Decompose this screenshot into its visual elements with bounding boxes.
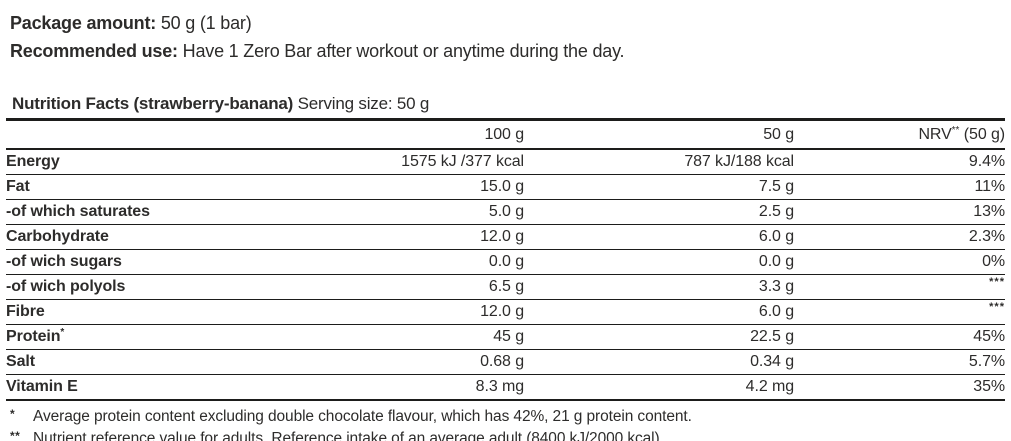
table-row: Fat 15.0 g 7.5 g 11% bbox=[6, 175, 1005, 200]
value-nrv: 13% bbox=[973, 203, 1005, 220]
nutrition-facts-title-bold: Nutrition Facts (strawberry-banana) bbox=[12, 94, 294, 113]
value-per-50g: 0.0 g bbox=[758, 253, 794, 270]
recommended-use-line: Recommended use: Have 1 Zero Bar after w… bbox=[10, 37, 1001, 65]
package-amount-line: Package amount: 50 g (1 bar) bbox=[10, 9, 1001, 37]
footnote-marker: ** bbox=[10, 428, 21, 441]
value-nrv: 2.3% bbox=[968, 228, 1005, 245]
value-per-100g: 5.0 g bbox=[488, 203, 524, 220]
footnote-marker: * bbox=[10, 407, 16, 421]
header-nrv: NRV** (50 g) bbox=[794, 119, 1005, 150]
value-nrv: 9.4% bbox=[968, 153, 1005, 170]
package-amount-label: Package amount: bbox=[10, 13, 157, 33]
footnote: ** Nutrient reference value for adults. R… bbox=[10, 428, 1001, 441]
header-nrv-footnote-marker: ** bbox=[951, 125, 960, 136]
value-per-100g: 12.0 g bbox=[480, 228, 524, 245]
table-row: -of wich polyols 6.5 g 3.3 g *** bbox=[6, 275, 1005, 300]
value-per-100g: 0.68 g bbox=[480, 353, 524, 370]
value-per-100g: 12.0 g bbox=[480, 303, 524, 320]
footnote-marker: * bbox=[60, 327, 65, 338]
table-row: Carbohydrate 12.0 g 6.0 g 2.3% bbox=[6, 225, 1005, 250]
footnotes-block: * Average protein content excluding doubl… bbox=[10, 406, 1001, 441]
value-nrv: *** bbox=[794, 275, 1005, 300]
recommended-use-value: Have 1 Zero Bar after workout or anytime… bbox=[177, 41, 625, 61]
value-per-100g: 1575 kJ /377 kcal bbox=[401, 153, 524, 170]
serving-size-text: Serving size: 50 g bbox=[293, 94, 430, 113]
header-nrv-rest: (50 g) bbox=[959, 126, 1005, 143]
value-per-100g: 8.3 mg bbox=[475, 378, 524, 395]
value-per-50g: 787 kJ/188 kcal bbox=[684, 153, 794, 170]
nutrient-label: Carbohydrate bbox=[6, 228, 109, 245]
nutrient-label: Vitamin E bbox=[6, 378, 78, 395]
table-row: -of wich sugars 0.0 g 0.0 g 0% bbox=[6, 250, 1005, 275]
value-per-50g: 2.5 g bbox=[758, 203, 794, 220]
nutrient-label: Salt bbox=[6, 353, 35, 370]
nutrient-label: -of wich polyols bbox=[6, 278, 126, 295]
nutrient-label: Energy bbox=[6, 153, 60, 170]
footnote-text: Average protein content excluding double… bbox=[33, 408, 692, 425]
recommended-use-label: Recommended use: bbox=[10, 41, 178, 61]
table-row: -of which saturates 5.0 g 2.5 g 13% bbox=[6, 200, 1005, 225]
no-nrv-stars: *** bbox=[989, 276, 1005, 288]
value-nrv: *** bbox=[794, 300, 1005, 325]
table-row: Vitamin E 8.3 mg 4.2 mg 35% bbox=[6, 375, 1005, 401]
nutrient-label: Fibre bbox=[6, 303, 45, 320]
table-header-row: 100 g 50 g NRV** (50 g) bbox=[6, 119, 1005, 150]
table-row: Fibre 12.0 g 6.0 g *** bbox=[6, 300, 1005, 325]
table-row: Salt 0.68 g 0.34 g 5.7% bbox=[6, 350, 1005, 375]
value-per-50g: 4.2 mg bbox=[745, 378, 794, 395]
nutrient-label: -of which saturates bbox=[6, 203, 150, 220]
value-nrv: 35% bbox=[973, 378, 1005, 395]
no-nrv-stars: *** bbox=[989, 301, 1005, 313]
package-info-block: Package amount: 50 g (1 bar) Recommended… bbox=[0, 0, 1011, 65]
footnote: * Average protein content excluding doubl… bbox=[10, 406, 1001, 428]
header-nrv-base: NRV bbox=[918, 126, 952, 143]
header-nutrient-column bbox=[6, 119, 256, 150]
value-nrv: 11% bbox=[974, 178, 1005, 195]
nutrient-label: Fat bbox=[6, 178, 30, 195]
value-nrv: 0% bbox=[982, 253, 1005, 270]
value-per-50g: 6.0 g bbox=[758, 228, 794, 245]
value-per-50g: 3.3 g bbox=[758, 278, 794, 295]
table-row: Energy 1575 kJ /377 kcal 787 kJ/188 kcal 9.… bbox=[6, 149, 1005, 175]
table-row: Protein* 45 g 22.5 g 45% bbox=[6, 325, 1005, 350]
value-nrv: 5.7% bbox=[968, 353, 1005, 370]
header-per-100g: 100 g bbox=[256, 119, 524, 150]
value-per-50g: 7.5 g bbox=[758, 178, 794, 195]
header-per-50g: 50 g bbox=[524, 119, 794, 150]
nutrition-facts-table: 100 g 50 g NRV** (50 g) Energy 1575 kJ /3… bbox=[6, 118, 1005, 401]
value-per-50g: 0.34 g bbox=[750, 353, 794, 370]
value-per-50g: 6.0 g bbox=[758, 303, 794, 320]
value-per-50g: 22.5 g bbox=[750, 328, 794, 345]
footnote-text: Nutrient reference value for adults. Ref… bbox=[33, 429, 664, 441]
nutrition-facts-title: Nutrition Facts (strawberry-banana) Serv… bbox=[12, 94, 1001, 114]
value-per-100g: 15.0 g bbox=[480, 178, 524, 195]
value-nrv: 45% bbox=[973, 328, 1005, 345]
value-per-100g: 0.0 g bbox=[488, 253, 524, 270]
value-per-100g: 6.5 g bbox=[488, 278, 524, 295]
nutrient-label: Protein* bbox=[6, 327, 65, 345]
nutrient-label: -of wich sugars bbox=[6, 253, 122, 270]
value-per-100g: 45 g bbox=[493, 328, 524, 345]
package-amount-value: 50 g (1 bar) bbox=[156, 13, 252, 33]
